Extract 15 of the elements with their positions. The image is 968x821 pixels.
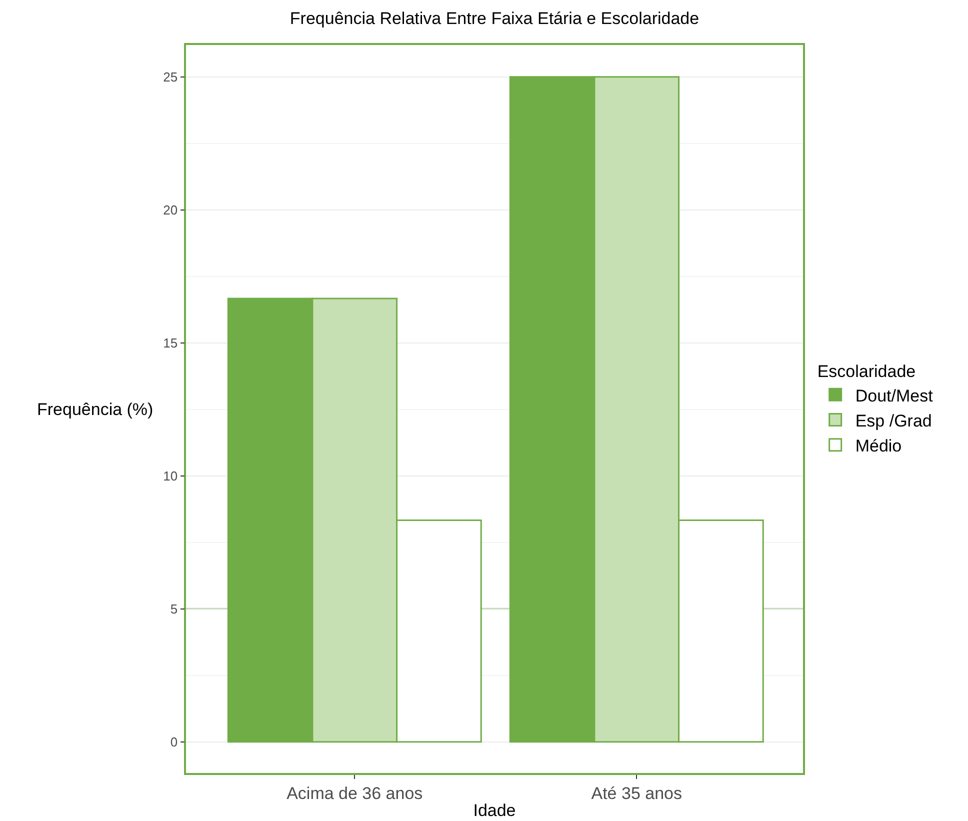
x-axis-title: Idade	[473, 801, 516, 820]
x-tick-label: Acima de 36 anos	[286, 784, 423, 804]
y-tick-label: 5	[170, 601, 178, 616]
chart-title: Frequência Relativa Entre Faixa Etária e Escolaridade	[290, 9, 700, 28]
legend-label: Esp /Grad	[855, 411, 932, 430]
y-tick-label: 25	[163, 69, 178, 84]
x-tick-label: Até 35 anos	[591, 784, 682, 804]
legend-label: Dout/Mest	[855, 386, 934, 406]
y-tick-label: 10	[163, 468, 178, 484]
y-axis-title: Frequência (%)	[37, 400, 154, 419]
y-tick-label: 15	[163, 335, 178, 350]
y-tick-label: 20	[163, 202, 178, 218]
legend-label: Médio	[855, 436, 902, 456]
y-tick-label: 0	[170, 734, 178, 750]
legend-title: Escolaridade	[817, 362, 916, 382]
